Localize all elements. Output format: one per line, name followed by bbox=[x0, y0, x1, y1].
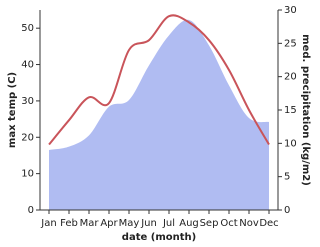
x-tick-label: Apr bbox=[100, 218, 118, 229]
x-tick-label: Nov bbox=[239, 218, 259, 229]
x-tick-label: Dec bbox=[259, 218, 278, 229]
y-tick-label: 0 bbox=[28, 205, 34, 216]
y-tick-label: 10 bbox=[21, 169, 34, 180]
y2-tick-label: 25 bbox=[284, 38, 297, 49]
precipitation-area bbox=[49, 19, 269, 210]
x-tick-label: Jul bbox=[162, 218, 175, 229]
y2-tick-label: 15 bbox=[284, 105, 297, 116]
x-tick-label: Oct bbox=[220, 218, 237, 229]
y-tick-label: 20 bbox=[21, 132, 34, 143]
x-tick-label: Sep bbox=[200, 218, 219, 229]
y2-axis-label: med. precipitation (kg/m2) bbox=[300, 34, 311, 186]
y-tick-label: 40 bbox=[21, 60, 34, 71]
x-tick-label: Jun bbox=[140, 218, 157, 229]
x-tick-label: May bbox=[119, 218, 140, 229]
y-tick-label: 50 bbox=[21, 23, 34, 34]
x-tick-label: Mar bbox=[80, 218, 100, 229]
x-tick-label: Jan bbox=[40, 218, 56, 229]
y2-tick-label: 30 bbox=[284, 5, 297, 16]
x-tick-label: Aug bbox=[179, 218, 199, 229]
x-axis-label: date (month) bbox=[122, 232, 196, 243]
y-axis-label: max temp (C) bbox=[7, 72, 18, 148]
x-tick-label: Feb bbox=[60, 218, 78, 229]
y2-tick-label: 10 bbox=[284, 138, 297, 149]
y2-tick-label: 20 bbox=[284, 72, 297, 83]
y2-tick-label: 0 bbox=[284, 205, 290, 216]
y-tick-label: 30 bbox=[21, 96, 34, 107]
y2-tick-label: 5 bbox=[284, 172, 290, 183]
temperature-line bbox=[48, 14, 270, 146]
